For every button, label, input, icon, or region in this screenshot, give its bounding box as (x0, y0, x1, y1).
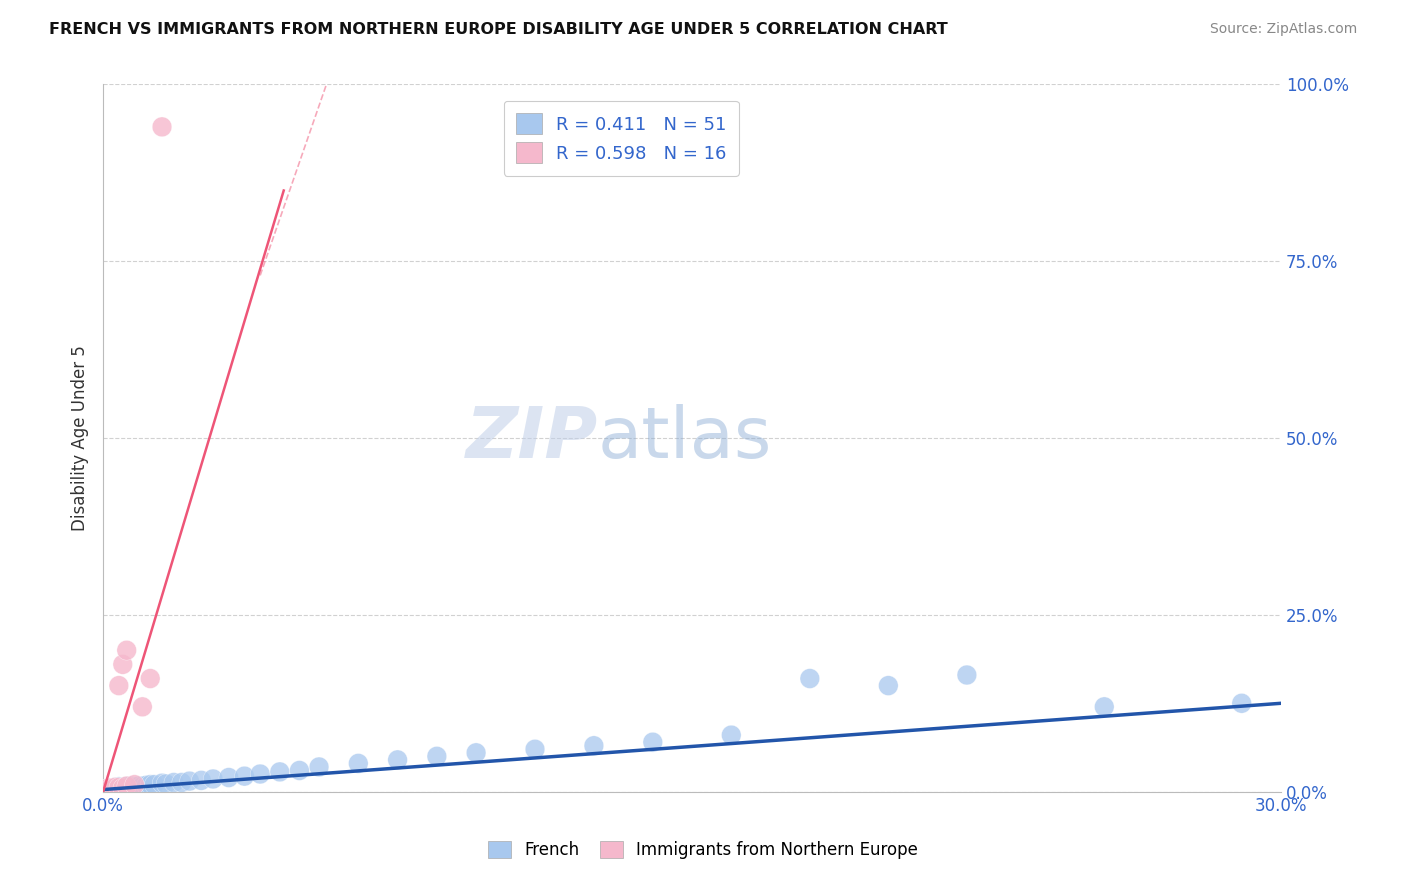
Ellipse shape (800, 669, 820, 689)
Ellipse shape (132, 697, 152, 717)
Ellipse shape (110, 778, 128, 797)
Ellipse shape (97, 779, 117, 798)
Ellipse shape (879, 676, 898, 696)
Ellipse shape (957, 665, 977, 685)
Text: atlas: atlas (598, 403, 772, 473)
Ellipse shape (250, 764, 270, 784)
Ellipse shape (128, 777, 148, 797)
Ellipse shape (270, 762, 290, 781)
Ellipse shape (583, 736, 603, 756)
Ellipse shape (101, 780, 121, 799)
Ellipse shape (110, 676, 128, 696)
Ellipse shape (101, 779, 121, 798)
Ellipse shape (112, 779, 132, 798)
Ellipse shape (172, 772, 191, 792)
Ellipse shape (349, 754, 368, 773)
Ellipse shape (643, 732, 662, 752)
Legend: R = 0.411   N = 51, R = 0.598   N = 16: R = 0.411 N = 51, R = 0.598 N = 16 (503, 101, 740, 176)
Text: Source: ZipAtlas.com: Source: ZipAtlas.com (1209, 22, 1357, 37)
Ellipse shape (121, 778, 141, 797)
Ellipse shape (112, 778, 132, 798)
Ellipse shape (152, 117, 172, 136)
Ellipse shape (112, 778, 132, 797)
Ellipse shape (101, 778, 121, 798)
Ellipse shape (97, 779, 117, 798)
Ellipse shape (117, 776, 136, 796)
Ellipse shape (105, 778, 125, 798)
Y-axis label: Disability Age Under 5: Disability Age Under 5 (72, 345, 89, 531)
Ellipse shape (110, 778, 128, 798)
Ellipse shape (105, 780, 125, 799)
Ellipse shape (105, 778, 125, 797)
Ellipse shape (156, 774, 176, 794)
Ellipse shape (132, 776, 152, 796)
Ellipse shape (309, 757, 329, 777)
Ellipse shape (204, 769, 224, 789)
Text: FRENCH VS IMMIGRANTS FROM NORTHERN EUROPE DISABILITY AGE UNDER 5 CORRELATION CHA: FRENCH VS IMMIGRANTS FROM NORTHERN EUROP… (49, 22, 948, 37)
Text: ZIP: ZIP (465, 403, 598, 473)
Ellipse shape (141, 669, 160, 689)
Ellipse shape (128, 776, 148, 796)
Ellipse shape (110, 777, 128, 797)
Ellipse shape (117, 778, 136, 798)
Ellipse shape (290, 761, 309, 780)
Ellipse shape (136, 775, 156, 796)
Ellipse shape (145, 775, 165, 795)
Ellipse shape (105, 778, 125, 797)
Ellipse shape (526, 739, 544, 759)
Legend: French, Immigrants from Northern Europe: French, Immigrants from Northern Europe (481, 834, 925, 866)
Ellipse shape (117, 640, 136, 660)
Ellipse shape (97, 780, 117, 800)
Ellipse shape (180, 772, 200, 791)
Ellipse shape (101, 779, 121, 798)
Ellipse shape (388, 750, 408, 770)
Ellipse shape (101, 778, 121, 798)
Ellipse shape (125, 778, 145, 797)
Ellipse shape (191, 771, 211, 790)
Ellipse shape (117, 777, 136, 797)
Ellipse shape (721, 725, 741, 745)
Ellipse shape (467, 743, 486, 763)
Ellipse shape (235, 766, 254, 786)
Ellipse shape (112, 655, 132, 674)
Ellipse shape (125, 775, 145, 795)
Ellipse shape (141, 775, 160, 795)
Ellipse shape (105, 778, 125, 798)
Ellipse shape (110, 779, 128, 798)
Ellipse shape (1094, 697, 1114, 717)
Ellipse shape (97, 780, 117, 799)
Ellipse shape (219, 768, 239, 788)
Ellipse shape (427, 747, 447, 766)
Ellipse shape (152, 773, 172, 793)
Ellipse shape (121, 776, 141, 796)
Ellipse shape (97, 780, 117, 799)
Ellipse shape (165, 772, 184, 792)
Ellipse shape (1232, 693, 1251, 714)
